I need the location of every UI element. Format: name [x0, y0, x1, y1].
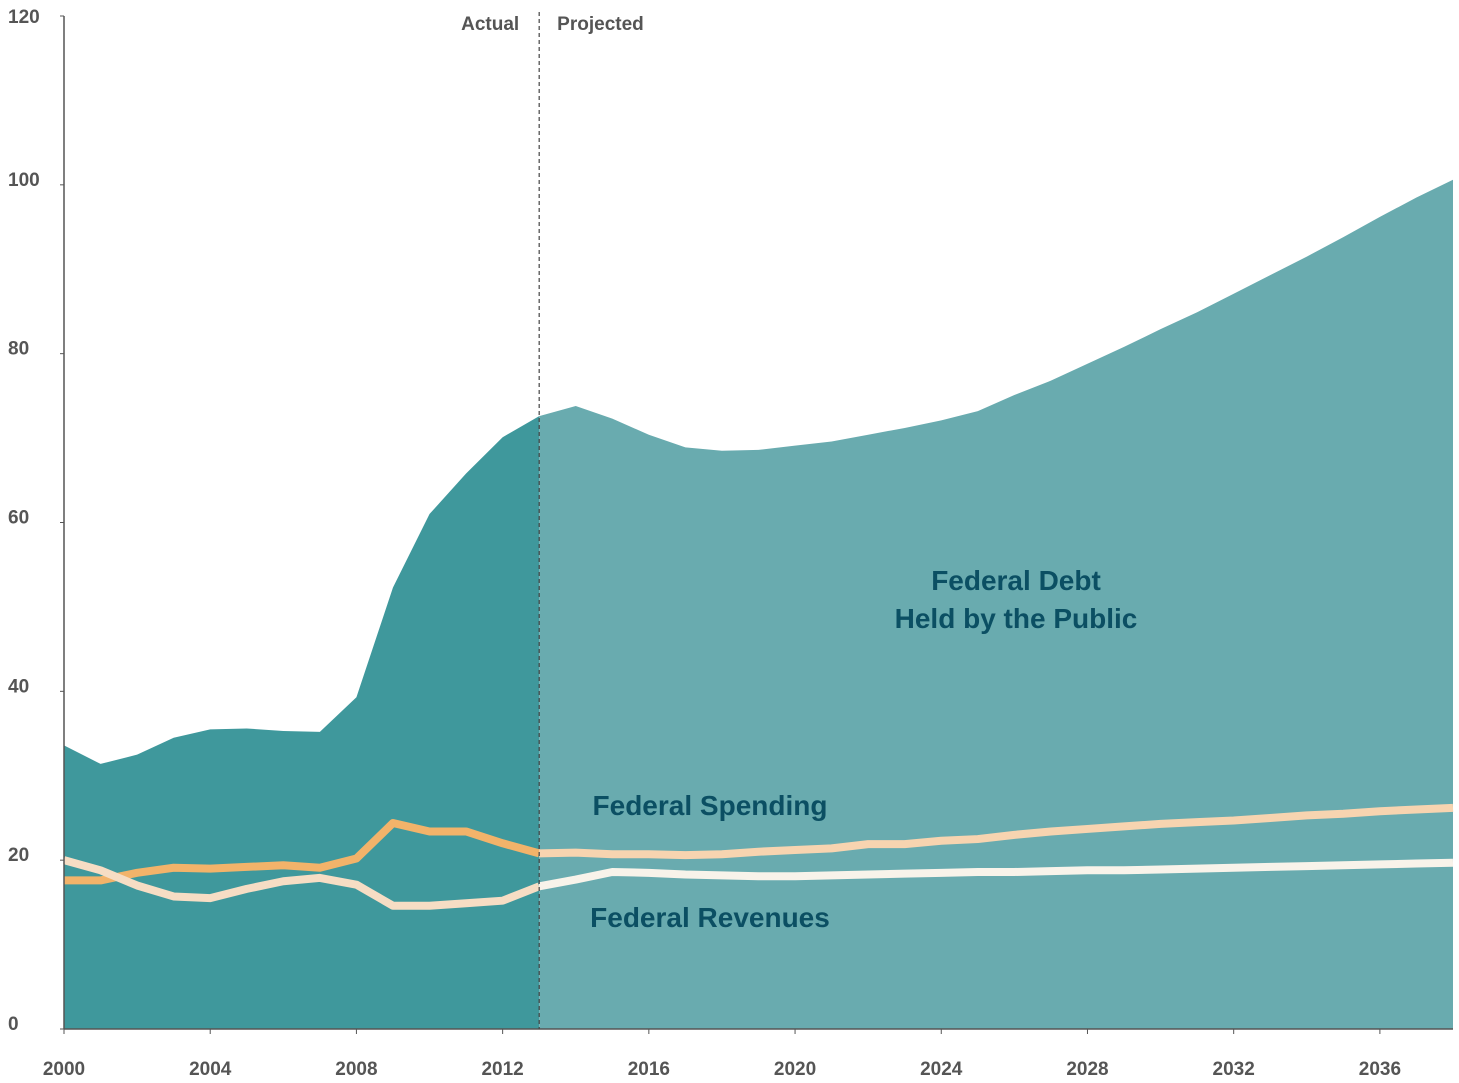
area-actual — [64, 416, 540, 1029]
series-label: Federal Debt Held by the Public — [894, 565, 1138, 634]
x-tick-label: 2004 — [189, 1059, 232, 1080]
x-tick-label: 2000 — [43, 1059, 85, 1080]
y-tick-label: 20 — [8, 845, 29, 866]
series-label: Federal Spending — [592, 790, 828, 821]
x-tick-label: 2020 — [774, 1059, 816, 1080]
x-tick-label: 2008 — [335, 1059, 377, 1080]
x-tick-label: 2028 — [1066, 1059, 1108, 1080]
line-actual — [62, 856, 541, 910]
line-projected — [539, 803, 1454, 860]
x-tick-label: 2032 — [1213, 1059, 1255, 1080]
series-label: Federal Revenues — [590, 902, 830, 933]
y-tick-label: 120 — [8, 7, 40, 28]
line-projected — [538, 858, 1454, 891]
annotation: Projected — [557, 14, 644, 35]
x-tick-label: 2036 — [1359, 1059, 1401, 1080]
line-actual — [64, 819, 541, 885]
y-tick-label: 80 — [8, 339, 29, 360]
y-tick-label: 40 — [8, 676, 29, 697]
annotation: Actual — [461, 14, 519, 35]
x-tick-label: 2016 — [628, 1059, 670, 1080]
y-tick-label: 60 — [8, 508, 29, 529]
x-tick-label: 2012 — [481, 1059, 523, 1080]
y-tick-label: 100 — [8, 170, 40, 191]
y-tick-label: 0 — [8, 1014, 19, 1035]
area-projected — [539, 179, 1453, 1030]
x-tick-label: 2024 — [920, 1059, 963, 1080]
